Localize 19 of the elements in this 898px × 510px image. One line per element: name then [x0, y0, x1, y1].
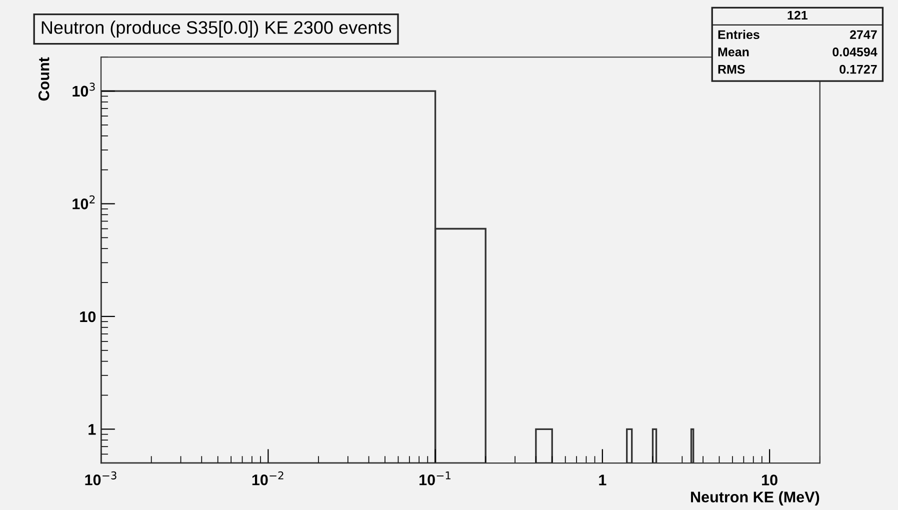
x-tick-label: 1 [599, 474, 606, 486]
annotation: RMS [718, 64, 745, 74]
y-tick-label: 10 [80, 311, 96, 322]
x-tick-label: 10$^{−1}$ [420, 472, 450, 486]
x-tick-label: 10$^{−2}$ [252, 471, 284, 486]
x-axis-title: Neutron KE (MeV) [691, 491, 820, 506]
x-tick-label: 10$^{−3}$ [85, 471, 116, 486]
y-tick-label: 10$^{3}$ [72, 82, 95, 97]
y-tick-label: 10$^{2}$ [72, 195, 95, 210]
y-axis-title: Count [38, 57, 50, 101]
text: 2747 [850, 30, 877, 39]
y-tick-label: 1 [88, 424, 96, 435]
chart-title: Neutron (produce S35[0.0]) KE 2300 events [42, 20, 392, 38]
text: 0.1727 [840, 64, 877, 74]
text: 121 [788, 10, 808, 20]
text: Mean [718, 48, 749, 56]
x-tick-label: 10 [762, 474, 778, 486]
text: 0.04594 [832, 48, 878, 56]
text: Entries [718, 30, 760, 40]
